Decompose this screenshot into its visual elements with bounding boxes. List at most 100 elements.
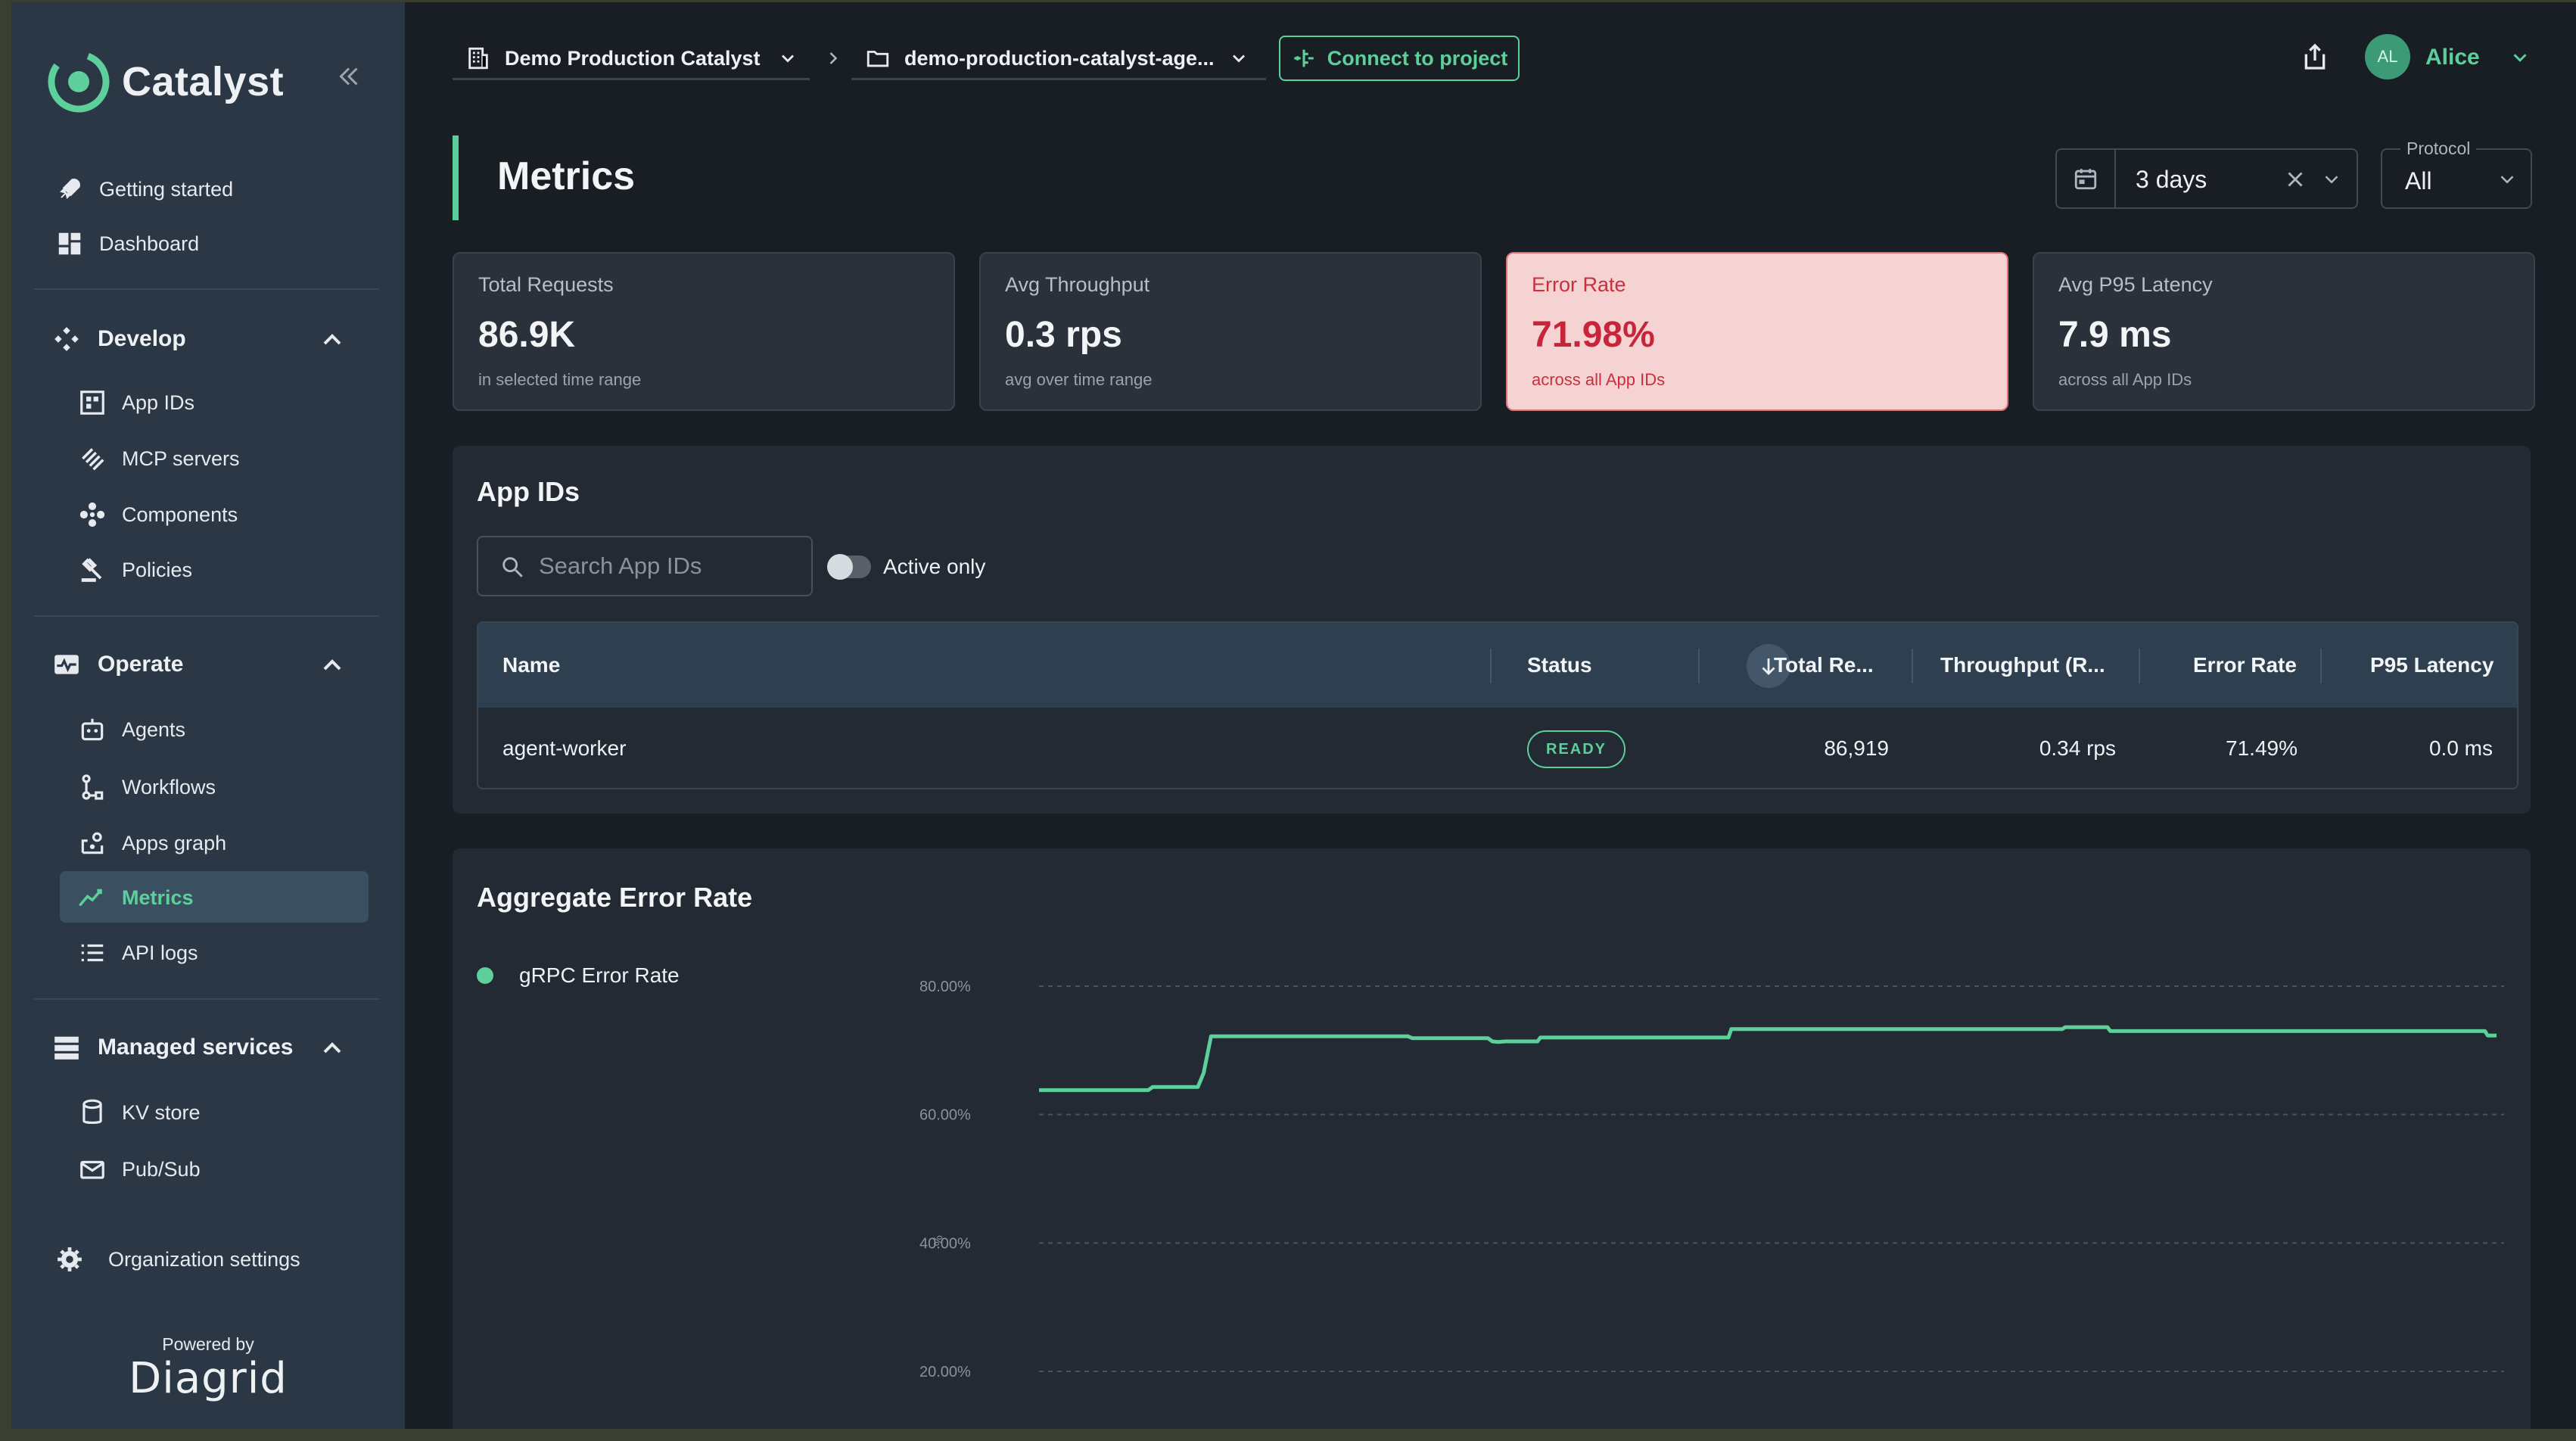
- sidebar-item-components[interactable]: Components: [76, 499, 238, 531]
- stat-card-avg-p95-latency: Avg P95 Latency 7.9 ms across all App ID…: [2033, 252, 2535, 411]
- chevron-up-icon[interactable]: [317, 650, 347, 680]
- stat-card-error-rate: Error Rate 71.98% across all App IDs: [1506, 252, 2008, 411]
- column-separator: [2139, 649, 2140, 683]
- sidebar-item-organization-settings[interactable]: Organization settings: [54, 1243, 300, 1275]
- stat-value: 7.9 ms: [2058, 315, 2172, 355]
- section-managed-services[interactable]: Managed services: [51, 1032, 293, 1063]
- sidebar-item-mcp-servers[interactable]: MCP servers: [76, 443, 240, 475]
- sidebar-active-highlight: [60, 871, 369, 923]
- stat-value: 71.98%: [1532, 315, 1655, 355]
- chevron-up-icon[interactable]: [317, 1033, 347, 1063]
- app-ids-table: Name Status Total Re... Throughput (R...…: [477, 621, 2518, 789]
- sidebar-item-label: Apps graph: [122, 831, 227, 854]
- metrics-icon: [76, 882, 108, 913]
- sidebar-item-policies[interactable]: Policies: [76, 554, 192, 586]
- column-header-p95-latency[interactable]: P95 Latency: [2370, 653, 2494, 677]
- sidebar-item-getting-started[interactable]: Getting started: [54, 173, 233, 205]
- chevron-down-icon: [781, 54, 794, 63]
- sidebar-item-api-logs[interactable]: API logs: [76, 937, 198, 969]
- stat-card-avg-throughput: Avg Throughput 0.3 rps avg over time ran…: [979, 252, 1482, 411]
- protocol-value: All: [2405, 167, 2432, 195]
- graph-icon: [76, 827, 108, 859]
- chart-legend[interactable]: gRPC Error Rate: [477, 963, 680, 988]
- sidebar-item-pubsub[interactable]: Pub/Sub: [76, 1153, 201, 1185]
- column-header-error-rate[interactable]: Error Rate: [2193, 653, 2297, 677]
- sidebar-item-label: Agents: [122, 717, 186, 741]
- series-line-grpc-error-rate[interactable]: [1039, 1025, 2497, 1092]
- sidebar-item-kv-store[interactable]: KV store: [76, 1097, 201, 1128]
- avatar[interactable]: AL: [2365, 34, 2410, 79]
- sidebar-item-label: Workflows: [122, 775, 216, 798]
- cell-name[interactable]: agent-worker: [502, 736, 627, 760]
- active-only-toggle[interactable]: [827, 554, 871, 580]
- cell-p95-latency: 0.0 ms: [2428, 736, 2493, 760]
- folder-icon: [866, 51, 889, 67]
- y-axis-label: %: [932, 1235, 945, 1246]
- catalyst-logo-icon: [48, 51, 110, 113]
- user-name[interactable]: Alice: [2425, 45, 2480, 70]
- section-operate[interactable]: Operate: [51, 649, 183, 680]
- search-placeholder: Search App IDs: [539, 552, 702, 579]
- clear-icon[interactable]: [2282, 167, 2308, 192]
- sidebar-item-label: Policies: [122, 558, 193, 581]
- sidebar-item-app-ids[interactable]: App IDs: [76, 387, 194, 419]
- chevron-up-icon[interactable]: [317, 325, 347, 355]
- protocol-label: Protocol: [2400, 138, 2477, 159]
- section-label: Managed services: [98, 1035, 294, 1060]
- chevron-down-icon[interactable]: [2320, 168, 2343, 191]
- sidebar-item-label: API logs: [122, 941, 198, 964]
- connect-label: Connect to project: [1327, 46, 1508, 70]
- sidebar-item-metrics[interactable]: Metrics: [76, 882, 194, 913]
- operate-icon: [51, 649, 82, 680]
- stat-label: Total Requests: [478, 273, 614, 296]
- workflow-icon: [76, 771, 108, 803]
- database-icon: [76, 1097, 108, 1128]
- sidebar-item-label: Components: [122, 503, 238, 526]
- sidebar-item-dashboard[interactable]: Dashboard: [54, 228, 199, 260]
- search-input[interactable]: Search App IDs: [477, 536, 813, 596]
- column-header-status[interactable]: Status: [1527, 653, 1592, 677]
- title-accent-bar: [453, 135, 459, 220]
- app-window: Catalyst Getting started Dashboard Devel…: [11, 2, 2576, 1429]
- sidebar-item-label: App IDs: [122, 391, 195, 414]
- dashboard-icon: [54, 228, 86, 260]
- app-ids-icon: [76, 387, 108, 419]
- plug-icon: [1293, 49, 1314, 67]
- column-header-total-requests[interactable]: Total Re...: [1774, 653, 1874, 677]
- column-header-throughput[interactable]: Throughput (R...: [1940, 653, 2105, 677]
- table-header: Name Status Total Re... Throughput (R...…: [478, 623, 2517, 708]
- catalyst-logo[interactable]: Catalyst: [46, 49, 284, 114]
- connect-to-project-button[interactable]: Connect to project: [1279, 36, 1520, 81]
- sidebar-item-label: KV store: [122, 1100, 201, 1124]
- sidebar-item-apps-graph[interactable]: Apps graph: [76, 827, 226, 859]
- date-range-picker[interactable]: 3 days: [2055, 148, 2358, 209]
- app-name: Catalyst: [122, 59, 285, 104]
- section-develop[interactable]: Develop: [51, 323, 186, 355]
- project-selector[interactable]: demo-production-catalyst-age...: [865, 36, 1249, 81]
- y-tick-label: 40.00%: [919, 1235, 971, 1252]
- sort-descending-icon[interactable]: [1747, 644, 1790, 688]
- org-selector-underline: [453, 78, 810, 80]
- org-selector[interactable]: Demo Production Catalyst: [465, 36, 798, 81]
- chart-title: Aggregate Error Rate: [477, 882, 753, 913]
- stat-label: Avg P95 Latency: [2058, 273, 2213, 296]
- date-range-value: 3 days: [2136, 166, 2207, 193]
- app-ids-title: App IDs: [477, 476, 580, 507]
- list-icon: [76, 937, 108, 969]
- cell-throughput: 0.34 rps: [2039, 736, 2116, 760]
- collapse-sidebar-icon[interactable]: [335, 63, 362, 98]
- share-icon[interactable]: [2300, 42, 2330, 72]
- y-tick-label: 20.00%: [919, 1364, 971, 1380]
- column-header-name[interactable]: Name: [502, 653, 561, 677]
- cell-total-requests: 86,919: [1824, 736, 1889, 760]
- calendar-icon[interactable]: [2057, 150, 2116, 207]
- develop-icon: [51, 323, 82, 355]
- legend-label: gRPC Error Rate: [519, 963, 680, 987]
- chevron-down-icon[interactable]: [2509, 46, 2531, 69]
- sidebar-item-workflows[interactable]: Workflows: [76, 771, 216, 803]
- server-icon: [51, 1032, 82, 1063]
- robot-icon: [76, 714, 108, 745]
- sidebar-item-agents[interactable]: Agents: [76, 714, 185, 745]
- chevron-right-icon: [829, 52, 838, 64]
- building-icon: [468, 47, 488, 70]
